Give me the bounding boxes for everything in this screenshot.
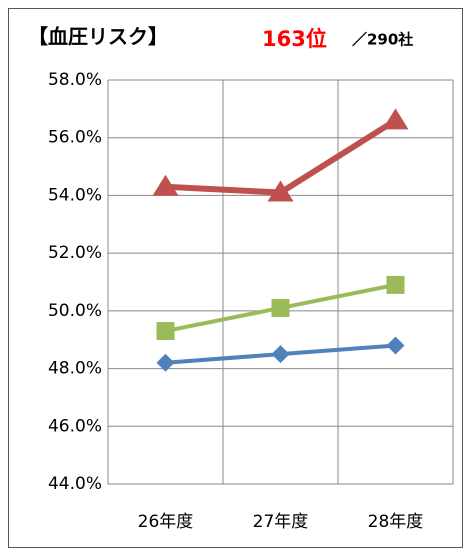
chart-title: 【血圧リスク】 [28, 25, 168, 49]
marker [382, 108, 409, 130]
x-tick-label: 27年度 [253, 512, 309, 532]
marker [271, 298, 290, 317]
rank-annotation: 163位 [262, 27, 327, 51]
marker [152, 174, 179, 196]
y-tick-label: 48.0% [48, 359, 102, 379]
marker [267, 180, 294, 202]
y-tick-label: 58.0% [48, 70, 102, 90]
y-tick-label: 54.0% [48, 185, 102, 205]
marker [386, 336, 405, 355]
marker [271, 345, 290, 364]
y-tick-label: 50.0% [48, 301, 102, 321]
y-tick-label: 56.0% [48, 128, 102, 148]
y-tick-label: 44.0% [48, 474, 102, 494]
y-tick-label: 46.0% [48, 416, 102, 436]
marker [386, 275, 405, 294]
y-tick-label: 52.0% [48, 243, 102, 263]
total-annotation: ／290社 [352, 31, 413, 49]
marker [156, 322, 175, 341]
x-tick-label: 26年度 [138, 512, 194, 532]
marker [156, 353, 175, 372]
x-tick-label: 28年度 [368, 512, 424, 532]
